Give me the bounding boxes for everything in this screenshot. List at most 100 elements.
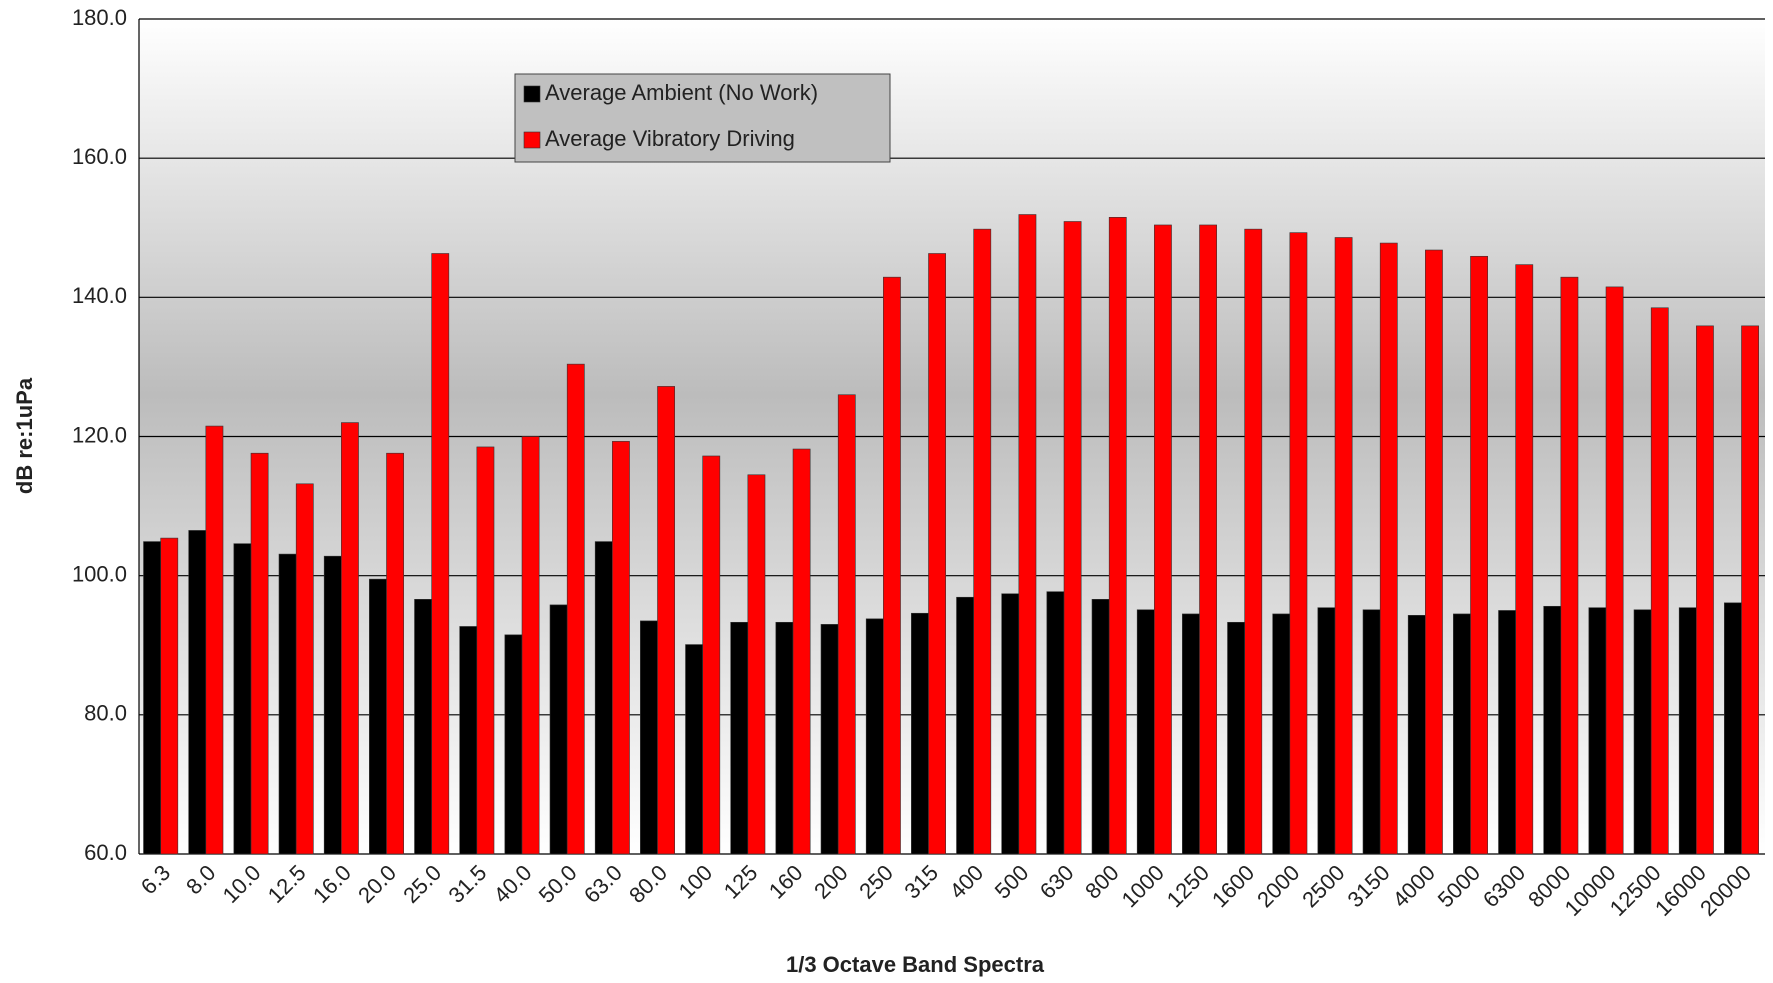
x-tick-label: 2000 [1252,860,1304,912]
x-tick-label: 20.0 [353,860,401,908]
x-tick-label: 16.0 [308,860,356,908]
bar [1334,237,1353,855]
bar [341,422,359,855]
bar [1650,307,1669,855]
x-tick-label: 200 [809,860,853,904]
x-tick-label: 50.0 [534,860,582,908]
x-tick-label: 10.0 [218,860,266,908]
legend-label: Average Ambient (No Work) [545,80,818,105]
bar [250,452,269,855]
bar [1696,325,1714,855]
bar [792,448,811,855]
bar [205,425,224,855]
bar [775,621,794,855]
bar [1182,613,1200,855]
bar [1018,214,1037,855]
bar [1227,621,1245,855]
bar [1289,232,1308,855]
x-tick-label: 3150 [1342,860,1394,912]
x-tick-label: 100 [674,860,718,904]
bar [657,386,675,855]
bar [1588,607,1607,855]
bar [928,253,946,855]
x-tick-label: 250 [854,860,898,904]
x-tick-label: 6.3 [136,860,175,899]
bar [1407,615,1426,855]
x-tick-label: 8.0 [181,860,220,899]
x-tick-label: 315 [899,860,943,904]
bar [566,363,585,855]
bar [1001,593,1020,855]
bar [1154,224,1172,855]
x-tick-label: 500 [990,860,1034,904]
x-tick-label: 1250 [1162,860,1214,912]
bar [295,483,314,855]
x-tick-label: 25.0 [398,860,446,908]
bar [1605,286,1624,855]
bar [143,541,161,855]
bar [640,620,658,855]
bar [1425,249,1443,855]
bar [956,596,974,855]
legend-swatch [523,85,541,103]
bar [1091,599,1110,855]
y-tick-label: 80.0 [84,701,127,726]
bar [1678,607,1697,855]
bar [233,543,252,855]
bar [459,626,478,855]
x-tick-label: 20000 [1695,860,1756,921]
bar [1724,602,1742,855]
x-tick-label: 2500 [1297,860,1349,912]
x-tick-label: 12500 [1605,860,1666,921]
bar [820,624,839,855]
bar [685,644,703,855]
legend-swatch [523,131,541,149]
bar [476,446,495,855]
x-tick-label: 5000 [1433,860,1485,912]
bar [1453,613,1471,855]
bar [612,441,630,855]
bar [431,253,450,855]
bar [1046,591,1065,855]
bar [386,452,404,855]
bar [747,474,766,855]
bar [973,228,992,855]
legend-box [514,73,891,163]
bar [1063,221,1082,855]
bar [1379,242,1398,855]
x-tick-label: 4000 [1388,860,1440,912]
x-tick-label: 630 [1035,860,1079,904]
y-tick-label: 100.0 [72,561,127,586]
x-tick-label: 80.0 [624,860,672,908]
x-tick-label: 10000 [1560,860,1621,921]
bar [1470,255,1488,855]
x-tick-label: 400 [945,860,989,904]
bar [594,541,613,855]
bar [1136,609,1155,855]
bar [1633,609,1652,855]
legend-label: Average Vibratory Driving [545,126,795,151]
bar [911,612,929,855]
y-tick-label: 180.0 [72,5,127,30]
bar [837,394,856,855]
x-tick-label: 31.5 [443,860,491,908]
bar [160,537,179,855]
bar [414,599,432,855]
x-tick-label: 12.5 [263,860,311,908]
x-tick-label: 40.0 [489,860,537,908]
x-tick-label: 6300 [1478,860,1530,912]
bar [1515,264,1534,855]
x-tick-label: 16000 [1650,860,1711,921]
y-tick-label: 60.0 [84,840,127,865]
x-tick-label: 1600 [1207,860,1259,912]
bar [188,530,207,855]
x-tick-label: 160 [764,860,808,904]
x-tick-label: 63.0 [579,860,627,908]
bar [1108,217,1127,855]
bar [1317,607,1336,855]
bar [549,604,568,855]
bar [1741,325,1759,855]
y-tick-label: 160.0 [72,144,127,169]
bar [323,555,342,855]
bar [702,455,721,855]
